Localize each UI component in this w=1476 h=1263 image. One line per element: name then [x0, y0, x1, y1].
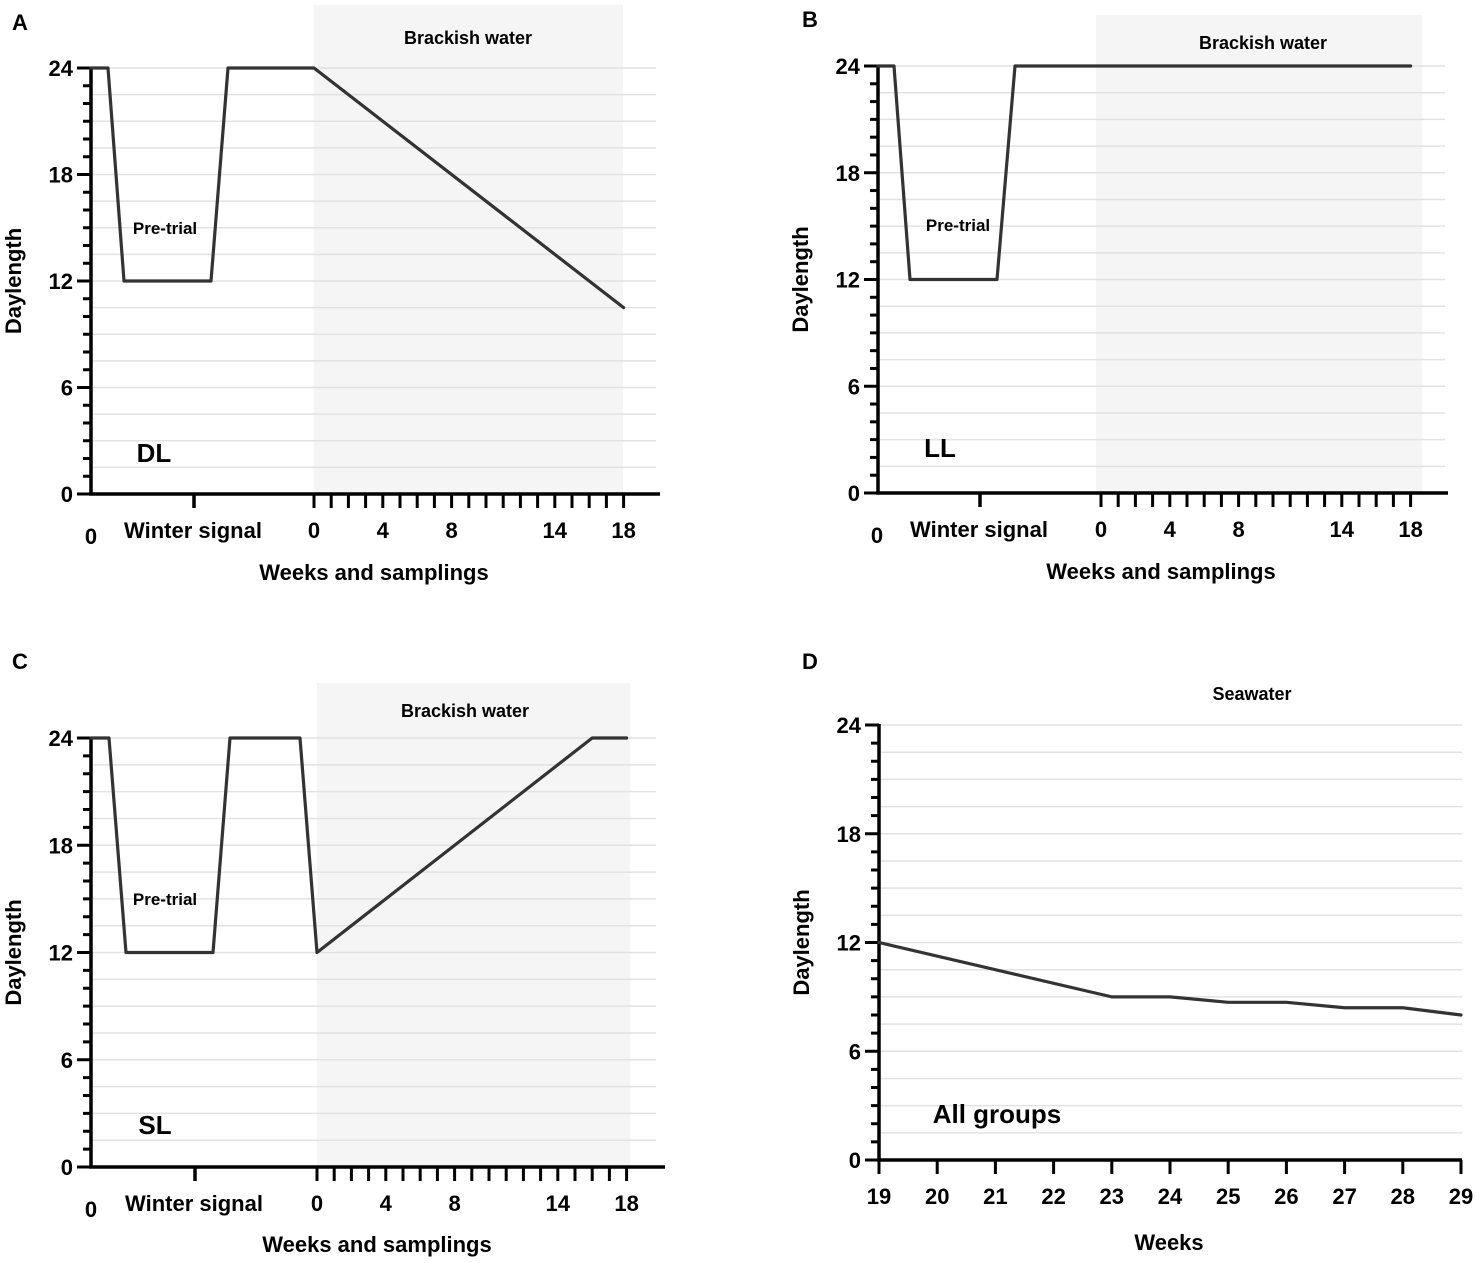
x-tick-label: 18 [611, 518, 635, 543]
series-line-dl [89, 66, 626, 310]
x-tick-label: 27 [1332, 1184, 1356, 1209]
y-axis-title: Daylength [1, 228, 26, 334]
winter-signal-label: Winter signal [910, 517, 1048, 542]
y-tick-label: 12 [49, 269, 73, 294]
winter-signal-label: Winter signal [124, 518, 262, 543]
series-line-ll [876, 64, 1413, 282]
x-axis-title: Weeks and samplings [1046, 559, 1275, 584]
y-axis-title: Daylength [1, 899, 26, 1005]
y-tick-label: 24 [836, 54, 861, 79]
y-tick-label: 6 [849, 1039, 861, 1064]
x-tick-label: 8 [445, 518, 457, 543]
brackish-water-label: Brackish water [401, 701, 529, 721]
panel-d: 0 6 12 18 24 D Daylength Weeks Seawater 19 20 21 22 2… [789, 649, 1473, 1255]
pre-trial-label: Pre-trial [133, 890, 197, 909]
x-tick-label: 0 [311, 1191, 323, 1216]
pre-trial-label: Pre-trial [926, 216, 990, 235]
x-tick-label: 28 [1391, 1184, 1415, 1209]
x-tick-label: 24 [1158, 1184, 1183, 1209]
x-tick-label: 14 [546, 1191, 571, 1216]
y-tick-label: 24 [49, 56, 74, 81]
panel-c: 0 6 12 18 24 C Daylength Weeks and samplings Bra… [1, 649, 665, 1257]
winter-signal-label: Winter signal [125, 1191, 263, 1216]
panel-b: 0 6 12 18 24 B Daylength Weeks and samplings Bra… [788, 7, 1448, 584]
panel-a: 0 6 12 18 24 A Daylength Weeks and samplings Bra… [1, 5, 660, 585]
x-tick-label: 26 [1274, 1184, 1298, 1209]
y-tick-label: 0 [848, 481, 860, 506]
y-tick-label: 24 [49, 726, 74, 751]
series-line-all-groups [877, 940, 1463, 1017]
pre-trial-label: Pre-trial [133, 219, 197, 238]
y-tick-label: 6 [61, 1048, 73, 1073]
x-tick-label: 4 [377, 518, 390, 543]
x-tick-label: 14 [1330, 517, 1355, 542]
x-tick-label: 18 [614, 1191, 638, 1216]
y-tick-label: 6 [61, 376, 73, 401]
x-tick-label: 29 [1449, 1184, 1473, 1209]
x-tick-label: 21 [983, 1184, 1007, 1209]
panel-letter: A [12, 10, 28, 35]
brackish-water-band [1096, 15, 1422, 493]
x-tick-label: 0 [308, 518, 320, 543]
brackish-water-label: Brackish water [1199, 33, 1327, 53]
x-tick-label: 14 [543, 518, 568, 543]
x-tick-label: 25 [1216, 1184, 1240, 1209]
y-tick-label: 0 [61, 482, 73, 507]
y-tick-label: 0 [61, 1155, 73, 1180]
group-label: SL [138, 1110, 171, 1140]
y-tick-label: 12 [837, 931, 861, 956]
x-tick-label: 22 [1041, 1184, 1065, 1209]
group-label: DL [137, 438, 172, 468]
y-tick-label: 18 [837, 822, 861, 847]
x-tick-label: 0 [85, 1197, 97, 1222]
x-tick-label: 0 [1095, 517, 1107, 542]
x-tick-label: 0 [871, 523, 883, 548]
x-tick-label: 4 [1164, 517, 1177, 542]
seawater-label: Seawater [1212, 684, 1291, 704]
group-label: LL [924, 433, 956, 463]
x-tick-label: 0 [85, 524, 97, 549]
x-axis-title: Weeks and samplings [259, 560, 488, 585]
y-tick-label: 12 [49, 941, 73, 966]
x-axis-title: Weeks and samplings [262, 1232, 491, 1257]
y-tick-label: 12 [836, 268, 860, 293]
x-tick-label: 18 [1398, 517, 1422, 542]
y-tick-label: 18 [49, 163, 73, 188]
group-label: All groups [933, 1099, 1062, 1129]
y-tick-label: 6 [848, 374, 860, 399]
x-tick-label: 8 [448, 1191, 460, 1216]
brackish-water-label: Brackish water [404, 28, 532, 48]
y-tick-label: 18 [49, 833, 73, 858]
x-tick-label: 19 [867, 1184, 891, 1209]
brackish-water-band [314, 5, 623, 494]
y-axis-title: Daylength [788, 226, 813, 332]
x-tick-label: 20 [925, 1184, 949, 1209]
y-tick-label: 18 [836, 161, 860, 186]
y-axis-title: Daylength [789, 889, 814, 995]
series-line-sl [89, 736, 629, 955]
x-tick-label: 8 [1232, 517, 1244, 542]
x-axis-title: Weeks [1134, 1230, 1203, 1255]
panel-letter: D [802, 649, 818, 674]
y-tick-label: 24 [837, 713, 862, 738]
x-tick-label: 4 [380, 1191, 393, 1216]
panel-letter: B [802, 7, 818, 32]
y-tick-label: 0 [849, 1148, 861, 1173]
panel-letter: C [12, 649, 28, 674]
x-tick-label: 23 [1100, 1184, 1124, 1209]
